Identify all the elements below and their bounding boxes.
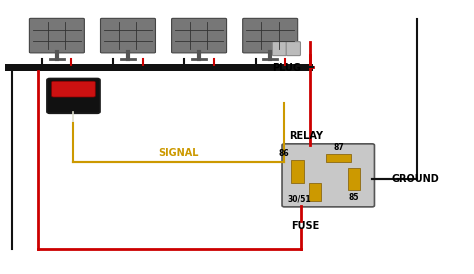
Bar [327, 154, 351, 162]
Text: 86: 86 [278, 149, 289, 158]
Text: 85: 85 [348, 193, 359, 202]
Text: 30/51: 30/51 [288, 194, 311, 203]
Text: PLUG: PLUG [273, 63, 301, 73]
Bar [309, 182, 321, 201]
Text: SIGNAL: SIGNAL [159, 148, 199, 158]
Text: FUSE: FUSE [292, 221, 320, 230]
Text: RELAY: RELAY [289, 131, 323, 141]
FancyBboxPatch shape [47, 79, 100, 113]
FancyBboxPatch shape [282, 144, 374, 207]
FancyBboxPatch shape [100, 18, 155, 53]
Bar [292, 160, 304, 182]
Text: 87: 87 [333, 143, 344, 152]
FancyBboxPatch shape [172, 18, 227, 53]
FancyBboxPatch shape [29, 18, 84, 53]
FancyBboxPatch shape [286, 42, 301, 56]
FancyBboxPatch shape [272, 42, 287, 56]
FancyBboxPatch shape [243, 18, 298, 53]
Text: GROUND: GROUND [391, 174, 439, 184]
Bar [5, 64, 313, 70]
FancyBboxPatch shape [52, 81, 95, 97]
Bar [347, 167, 360, 190]
